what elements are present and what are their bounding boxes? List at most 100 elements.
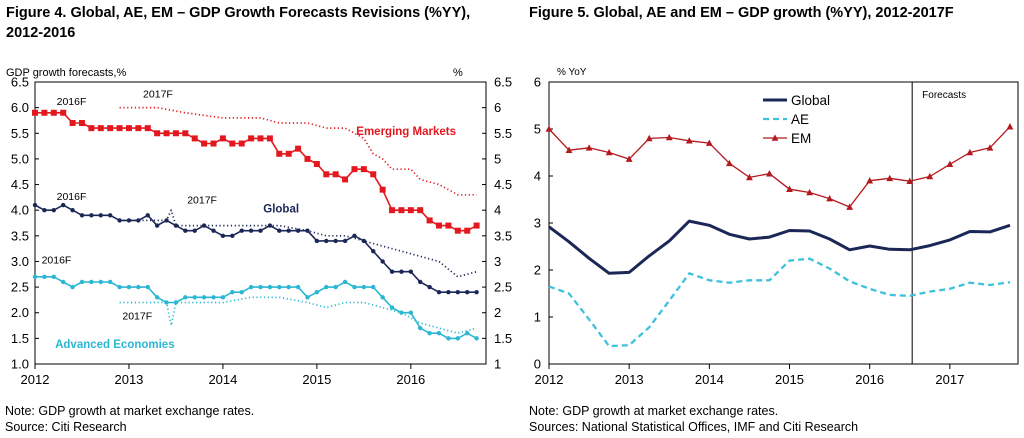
x-tick-label: 2015 bbox=[775, 372, 804, 387]
data-point bbox=[60, 202, 66, 208]
data-point bbox=[116, 125, 123, 132]
series-line-ae bbox=[548, 257, 1011, 348]
series-line-em-2017f bbox=[119, 106, 477, 196]
y-tick-label-left: 4.5 bbox=[11, 177, 29, 192]
y-tick-label-left: 6.0 bbox=[11, 100, 29, 115]
data-point bbox=[51, 274, 56, 280]
data-point bbox=[173, 300, 179, 305]
y-tick-label-left: 5.0 bbox=[11, 151, 29, 166]
annotation: 2016F bbox=[57, 96, 87, 108]
data-point bbox=[342, 279, 348, 285]
data-point bbox=[389, 305, 395, 310]
y-axis-label-left: GDP growth forecasts,% bbox=[6, 67, 126, 79]
data-point bbox=[210, 140, 217, 147]
x-tick-label: 2012 bbox=[535, 372, 564, 387]
data-point bbox=[474, 336, 479, 341]
data-point bbox=[42, 207, 47, 213]
data-point bbox=[886, 174, 894, 182]
data-point bbox=[277, 228, 282, 233]
x-tick-label: 2014 bbox=[695, 372, 724, 387]
data-point bbox=[427, 331, 432, 336]
x-tick-label: 2016 bbox=[855, 372, 884, 387]
data-point bbox=[436, 222, 443, 229]
plot-frame bbox=[34, 81, 487, 365]
data-point bbox=[455, 336, 461, 341]
annotation: 2016F bbox=[42, 255, 72, 267]
figure4-source: Source: Citi Research bbox=[5, 420, 127, 434]
series-global-2017f bbox=[119, 209, 477, 278]
y-tick-label-right: 6 bbox=[494, 100, 501, 115]
data-point bbox=[407, 207, 414, 214]
data-point bbox=[324, 284, 329, 290]
x-tick-label: 2014 bbox=[208, 372, 237, 387]
data-point bbox=[1006, 123, 1014, 130]
data-point bbox=[464, 227, 471, 234]
data-point bbox=[418, 279, 423, 285]
y-axis-label: % YoY bbox=[557, 67, 587, 78]
data-point bbox=[183, 295, 188, 300]
data-point bbox=[79, 279, 85, 285]
data-point bbox=[164, 300, 169, 305]
data-point bbox=[135, 125, 142, 132]
data-point bbox=[51, 207, 56, 213]
data-point bbox=[60, 109, 67, 116]
data-point bbox=[585, 144, 593, 151]
data-point bbox=[219, 135, 226, 142]
data-point bbox=[454, 227, 461, 234]
data-point bbox=[201, 223, 207, 228]
legend-item-ae: AE bbox=[763, 112, 809, 127]
data-point bbox=[398, 207, 405, 214]
data-point bbox=[191, 135, 198, 142]
data-point bbox=[163, 130, 170, 137]
data-point bbox=[60, 279, 66, 285]
data-point bbox=[746, 173, 753, 181]
figure5-note: Note: GDP growth at market exchange rate… bbox=[529, 404, 779, 418]
figure4-chart: 1.0 1 1.5 1.5 2.0 2 2.5 2.5 3.0 3 3.5 3.5 4.0 4 4.5 4.5… bbox=[6, 67, 512, 387]
y-tick-label-right: 3.5 bbox=[494, 228, 512, 243]
data-point bbox=[50, 109, 57, 116]
data-point bbox=[144, 125, 151, 132]
data-point bbox=[145, 284, 150, 290]
data-point bbox=[229, 140, 236, 147]
data-point bbox=[154, 130, 161, 137]
series-line-global bbox=[548, 219, 1011, 275]
data-point bbox=[786, 185, 793, 192]
y-tick-label: 1 bbox=[534, 310, 541, 325]
data-point bbox=[183, 228, 188, 233]
data-point bbox=[258, 228, 263, 233]
data-point bbox=[211, 228, 216, 233]
legend-item-global: Global bbox=[763, 93, 830, 108]
series-em-2016f bbox=[32, 109, 480, 234]
data-point bbox=[145, 213, 150, 218]
data-point bbox=[107, 125, 114, 132]
data-point bbox=[172, 130, 179, 137]
data-point bbox=[360, 166, 367, 173]
data-point bbox=[239, 290, 244, 295]
series-ae-2016f bbox=[32, 274, 479, 341]
data-point bbox=[126, 284, 132, 290]
data-point bbox=[70, 207, 75, 213]
series-label-global: Global bbox=[263, 204, 299, 216]
annotation: 2017F bbox=[143, 88, 173, 100]
series-label-emerging-markets: Emerging Markets bbox=[356, 126, 456, 138]
data-point bbox=[286, 284, 291, 290]
x-tick-label: 2016 bbox=[396, 372, 425, 387]
x-tick-label: 2012 bbox=[21, 372, 50, 387]
data-point bbox=[276, 150, 283, 157]
data-point bbox=[333, 284, 338, 290]
data-point bbox=[313, 161, 320, 168]
data-point bbox=[806, 188, 813, 196]
data-point bbox=[286, 228, 291, 233]
data-point bbox=[906, 177, 914, 184]
data-point bbox=[846, 203, 854, 210]
data-point bbox=[314, 290, 320, 295]
data-point bbox=[154, 223, 160, 228]
y-tick-label-left: 3.0 bbox=[11, 254, 29, 269]
y-tick-label-right: 1 bbox=[494, 357, 501, 372]
data-point bbox=[389, 207, 396, 214]
data-point bbox=[455, 290, 461, 295]
data-point bbox=[230, 290, 235, 295]
data-point bbox=[342, 176, 349, 183]
data-point bbox=[285, 150, 292, 157]
y-tick-label-right: 5 bbox=[494, 151, 501, 166]
